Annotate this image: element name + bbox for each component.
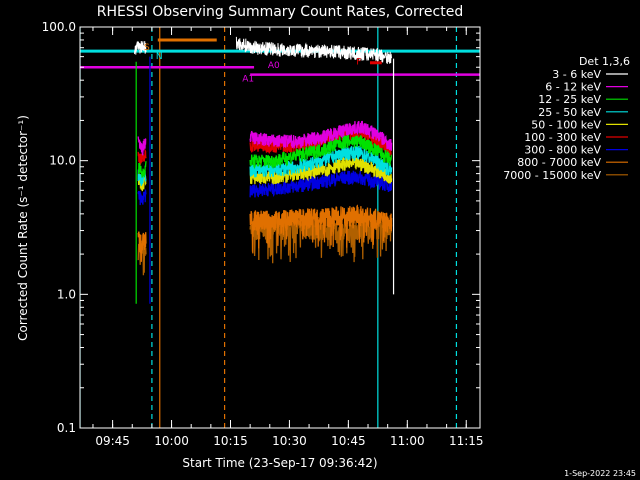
plot-frame <box>79 26 481 429</box>
x-tick-label-0: 09:45 <box>95 434 130 448</box>
legend-label-0: 3 - 6 keV <box>552 68 601 81</box>
legend-label-7: 800 - 7000 keV <box>517 156 601 169</box>
y-tick-label-3: 100.0 <box>42 20 76 34</box>
annotation-f: F <box>356 58 361 68</box>
y-axis-label: Corrected Count Rate (s⁻¹ detector⁻¹) <box>16 115 30 341</box>
series-3-segment-1 <box>249 144 393 178</box>
legend-label-1: 6 - 12 keV <box>545 81 601 94</box>
series-6 <box>137 170 393 206</box>
plot-area: SN A0 A1 F <box>80 27 480 428</box>
series-8-segment-1 <box>249 217 393 264</box>
series-0-segment-1 <box>235 36 392 64</box>
annotation-a0: A0 <box>268 61 280 71</box>
annotation-n: N <box>156 52 163 62</box>
x-tick-label-4: 10:45 <box>331 434 366 448</box>
series-0 <box>133 36 392 64</box>
legend-label-5: 100 - 300 keV <box>524 131 601 144</box>
annotation-a1: A1 <box>242 74 254 84</box>
x-tick-label-1: 10:00 <box>154 434 189 448</box>
y-tick-label-0: 0.1 <box>57 421 76 435</box>
x-tick-label-3: 10:30 <box>272 434 307 448</box>
y-tick-label-2: 10.0 <box>49 154 76 168</box>
x-tick-label-2: 10:15 <box>213 434 248 448</box>
series-1-segment-1 <box>249 120 393 151</box>
series-1-segment-0 <box>137 136 147 156</box>
chart-title: RHESSI Observing Summary Count Rates, Co… <box>97 4 463 20</box>
series-2-segment-1 <box>249 134 392 170</box>
series-0-segment-0 <box>133 40 147 55</box>
series-6-segment-0 <box>137 189 147 206</box>
y-tick-label-1: 1.0 <box>57 287 76 301</box>
axes: 0.1 1.0 10.0 100.0 09:45 10:00 10:15 10:30 10:45… <box>42 20 484 448</box>
legend-label-4: 50 - 100 keV <box>531 118 601 131</box>
series-2-segment-0 <box>137 161 147 178</box>
x-axis-label: Start Time (23-Sep-17 09:36:42) <box>182 456 377 470</box>
series-6-segment-1 <box>249 170 393 198</box>
series-1 <box>137 120 393 156</box>
x-tick-label-6: 11:15 <box>449 434 484 448</box>
series-7-segment-0 <box>137 231 147 262</box>
legend-label-2: 12 - 25 keV <box>538 93 601 106</box>
series-7 <box>137 204 393 262</box>
x-tick-label-5: 11:00 <box>390 434 425 448</box>
legend-label-8: 7000 - 15000 keV <box>503 169 601 182</box>
legend-label-3: 25 - 50 keV <box>538 106 601 119</box>
legend-label-6: 300 - 800 keV <box>524 144 601 157</box>
legend-title: Det 1,3,6 <box>579 55 630 68</box>
annotation-s: S <box>144 43 150 53</box>
series-2 <box>137 134 392 178</box>
series-7-segment-1 <box>249 204 393 254</box>
footer-timestamp: 1-Sep-2022 23:45 <box>564 469 636 478</box>
